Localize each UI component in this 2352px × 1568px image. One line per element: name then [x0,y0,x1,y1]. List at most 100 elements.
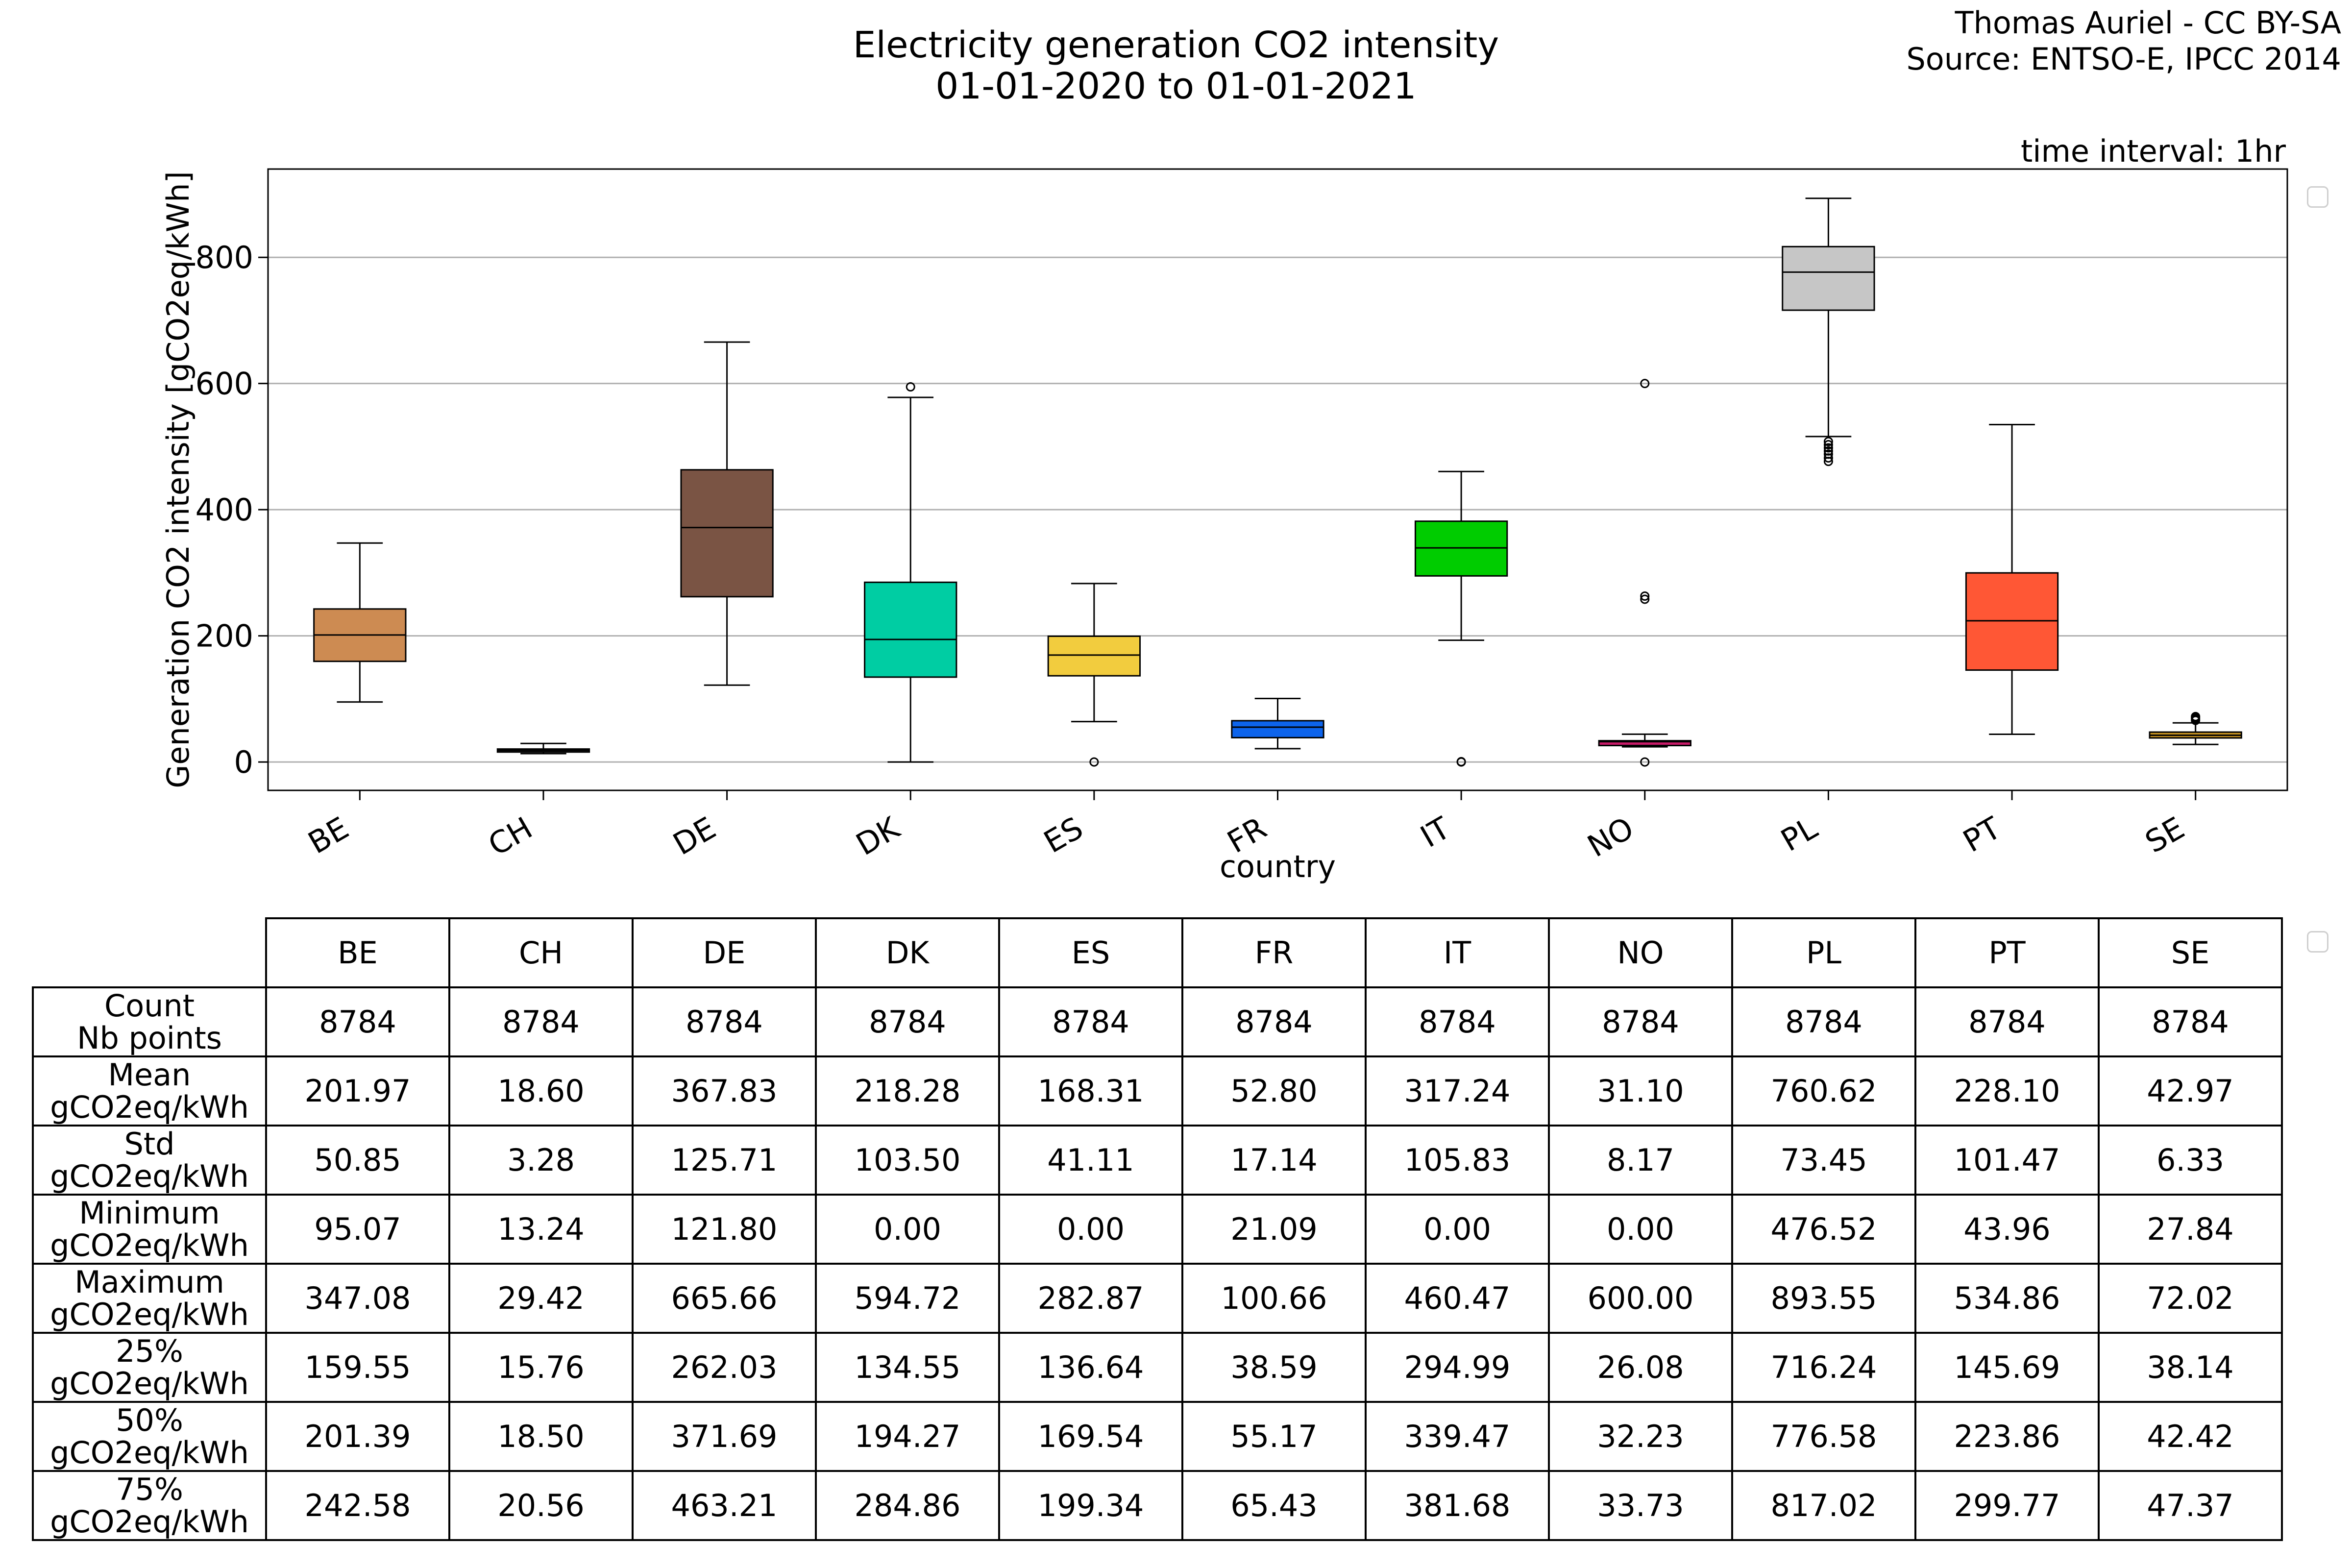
column-header-no: NO [1548,917,1733,988]
table-cell: 294.99 [1365,1332,1550,1403]
table-cell: 43.96 [1914,1194,2100,1265]
table-cell: 95.07 [265,1194,450,1265]
table-cell: 0.00 [815,1194,1000,1265]
table-cell: 228.10 [1914,1055,2100,1127]
table-row: 50% gCO2eq/kWh 201.39 18.50 371.69 194.27 169.… [32,1401,2283,1472]
table-cell: 594.72 [815,1263,1000,1334]
table-cell: 47.37 [2098,1470,2283,1541]
table-cell: 8784 [1914,986,2100,1057]
table-cell: 282.87 [998,1263,1183,1334]
row-label: Mean gCO2eq/kWh [32,1055,267,1127]
column-header-es: ES [998,917,1183,988]
table-cell: 8784 [1731,986,1916,1057]
table-cell: 103.50 [815,1125,1000,1196]
table-cell: 893.55 [1731,1263,1916,1334]
table-cell: 534.86 [1914,1263,2100,1334]
table-cell: 817.02 [1731,1470,1916,1541]
outlier-pl-6 [1823,437,1833,446]
table-cell: 55.17 [1181,1401,1367,1472]
row-label-line-1: Mean [108,1056,191,1093]
table-row: 75% gCO2eq/kWh 242.58 20.56 463.21 284.86 199.… [32,1470,2283,1541]
column-header-pl: PL [1731,917,1916,988]
table-cell: 50.85 [265,1125,450,1196]
table-cell: 8784 [632,986,817,1057]
row-label: 25% gCO2eq/kWh [32,1332,267,1403]
table-cell: 6.33 [2098,1125,2283,1196]
table-cell: 26.08 [1548,1332,1733,1403]
row-label: Std gCO2eq/kWh [32,1125,267,1196]
title-line-1: Electricity generation CO2 intensity [853,24,1499,66]
table-cell: 347.08 [265,1263,450,1334]
column-header-be: BE [265,917,450,988]
row-label-line-2: gCO2eq/kWh [50,1158,249,1194]
statistics-table: BE CH DE DK ES FR IT NO PL PT SE Count Nb points 878… [32,917,2283,1541]
table-cell: 760.62 [1731,1055,1916,1127]
row-label-line-1: Maximum [74,1264,224,1300]
table-cell: 371.69 [632,1401,817,1472]
table-cell: 0.00 [998,1194,1183,1265]
row-label-line-1: 50% [116,1402,183,1438]
row-label: Count Nb points [32,986,267,1057]
table-cell: 168.31 [998,1055,1183,1127]
column-header-it: IT [1365,917,1550,988]
table-cell: 52.80 [1181,1055,1367,1127]
table-row: Count Nb points 8784 8784 8784 8784 8784 8784 87… [32,986,2283,1057]
y-tick-label-200: 200 [196,618,253,654]
table-cell: 0.00 [1365,1194,1550,1265]
table-row: Minimum gCO2eq/kWh 95.07 13.24 121.80 0.00 0.0… [32,1194,2283,1265]
outlier-it-1 [1456,757,1466,766]
table-cell: 8784 [1181,986,1367,1057]
table-cell: 8784 [2098,986,2283,1057]
column-header-dk: DK [815,917,1000,988]
table-cell: 38.59 [1181,1332,1367,1403]
table-cell: 199.34 [998,1470,1183,1541]
table-cell: 159.55 [265,1332,450,1403]
table-cell: 41.11 [998,1125,1183,1196]
table-cell: 381.68 [1365,1470,1550,1541]
column-header-de: DE [632,917,817,988]
table-cell: 101.47 [1914,1125,2100,1196]
row-label: Maximum gCO2eq/kWh [32,1263,267,1334]
box-es [1047,635,1141,677]
x-tick-label-dk: DK [850,809,906,862]
table-cell: 15.76 [448,1332,634,1403]
table-header-row: BE CH DE DK ES FR IT NO PL PT SE [33,917,2283,988]
table-cell: 776.58 [1731,1401,1916,1472]
row-label-line-1: Std [124,1126,175,1162]
title-line-2: 01-01-2020 to 01-01-2021 [935,65,1417,107]
table-cell: 38.14 [2098,1332,2283,1403]
box-de [680,469,774,598]
table-cell: 32.23 [1548,1401,1733,1472]
table-cell: 8784 [1365,986,1550,1057]
row-label-line-2: gCO2eq/kWh [50,1503,249,1540]
table-row: 25% gCO2eq/kWh 159.55 15.76 262.03 134.55 136.… [32,1332,2283,1403]
table-cell: 201.39 [265,1401,450,1472]
table-cell: 145.69 [1914,1332,2100,1403]
y-tick-label-400: 400 [196,492,253,528]
column-header-pt: PT [1914,917,2100,988]
table-cell: 29.42 [448,1263,634,1334]
row-label-line-1: 25% [116,1333,183,1369]
outlier-pl-1 [1823,453,1833,463]
table-cell: 73.45 [1731,1125,1916,1196]
table-cell: 317.24 [1365,1055,1550,1127]
table-cell: 33.73 [1548,1470,1733,1541]
table-cell: 31.10 [1548,1055,1733,1127]
x-tick-label-es: ES [1038,810,1089,860]
outlier-pl-2 [1823,449,1833,459]
table-cell: 18.50 [448,1401,634,1472]
row-label-line-2: Nb points [77,1020,222,1056]
table-cell: 8784 [265,986,450,1057]
outlier-pl-4 [1823,443,1833,453]
column-header-se: SE [2098,917,2283,988]
table-cell: 134.55 [815,1332,1000,1403]
table-cell: 367.83 [632,1055,817,1127]
table-cell: 105.83 [1365,1125,1550,1196]
x-tick-label-ch: CH [482,810,538,863]
row-label-line-1: Minimum [79,1195,220,1231]
table-cell: 8784 [448,986,634,1057]
x-tick-label-it: IT [1414,809,1456,855]
table-cell: 299.77 [1914,1470,2100,1541]
row-label-line-2: gCO2eq/kWh [50,1089,249,1125]
